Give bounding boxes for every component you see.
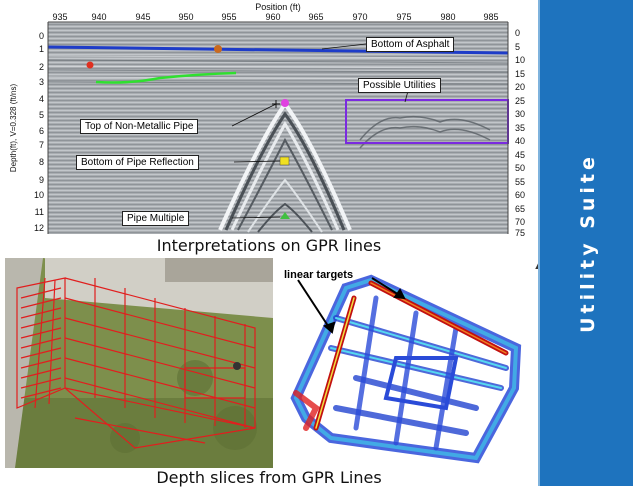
right-tick: 30 bbox=[515, 109, 525, 119]
left-tick: 5 bbox=[39, 110, 44, 120]
right-tick: 15 bbox=[515, 69, 525, 79]
gpr-radargram-panel: 935 940 945 950 955 960 965 970 975 980 … bbox=[0, 0, 538, 238]
survey-lines bbox=[16, 277, 256, 449]
top-tick: 975 bbox=[396, 12, 411, 22]
top-tick: 950 bbox=[178, 12, 193, 22]
top-tick: 940 bbox=[91, 12, 106, 22]
left-tick: 4 bbox=[39, 94, 44, 104]
left-tick: 1 bbox=[39, 44, 44, 54]
left-tick: 2 bbox=[39, 62, 44, 72]
top-tick: 970 bbox=[352, 12, 367, 22]
left-tick: 10 bbox=[34, 190, 44, 200]
right-tick: 25 bbox=[515, 96, 525, 106]
top-tick: 965 bbox=[308, 12, 323, 22]
linear-targets-label: linear targets bbox=[284, 269, 353, 281]
sidebar-title: Utility Suite bbox=[576, 153, 599, 333]
asphalt-line bbox=[47, 45, 509, 55]
right-tick: 5 bbox=[515, 42, 520, 52]
possible-utilities-label: Possible Utilities bbox=[358, 78, 441, 93]
aerial-map bbox=[5, 258, 273, 468]
right-tick: 0 bbox=[515, 28, 520, 38]
top-of-pipe-label: Top of Non-Metallic Pipe bbox=[80, 119, 199, 134]
slices-caption: Depth slices from GPR Lines bbox=[156, 468, 382, 487]
aerial-map-panel bbox=[5, 258, 273, 468]
top-tick: 985 bbox=[483, 12, 498, 22]
top-tick: 955 bbox=[221, 12, 236, 22]
gpr-radargram: 935 940 945 950 955 960 965 970 975 980 … bbox=[9, 2, 525, 238]
top-tick: 960 bbox=[265, 12, 280, 22]
road bbox=[5, 258, 43, 468]
right-tick: 20 bbox=[515, 82, 525, 92]
magenta-marker bbox=[281, 99, 289, 107]
bottom-of-pipe-label: Bottom of Pipe Reflection bbox=[76, 155, 199, 170]
left-tick: 11 bbox=[35, 207, 44, 217]
top-tick: 945 bbox=[135, 12, 150, 22]
top-tick: 980 bbox=[440, 12, 455, 22]
left-tick: 0 bbox=[39, 31, 44, 41]
left-tick: 12 bbox=[34, 223, 44, 233]
bottom-of-asphalt-label: Bottom of Asphalt bbox=[366, 37, 455, 52]
pipe-multiple-label: Pipe Multiple bbox=[122, 211, 190, 226]
left-tick: 6 bbox=[39, 126, 44, 136]
left-tick: 8 bbox=[39, 157, 44, 167]
right-tick: 60 bbox=[515, 190, 525, 200]
right-tick: 35 bbox=[515, 123, 525, 133]
red-marker bbox=[86, 61, 94, 69]
green-marker bbox=[280, 212, 290, 219]
slice-tracks bbox=[290, 274, 522, 464]
green-reflector bbox=[95, 71, 237, 84]
left-tick: 9 bbox=[39, 175, 44, 185]
left-tick: 3 bbox=[39, 77, 44, 87]
right-tick: 55 bbox=[515, 177, 525, 187]
right-tick: 50 bbox=[515, 163, 525, 173]
sidebar: Utility Suite bbox=[538, 0, 633, 486]
orange-marker bbox=[214, 45, 222, 53]
left-tick: 7 bbox=[39, 140, 44, 150]
right-tick: 10 bbox=[515, 55, 525, 65]
right-tick: 75 bbox=[515, 228, 525, 236]
yellow-marker bbox=[279, 156, 290, 166]
top-tick: 935 bbox=[52, 12, 67, 22]
tree bbox=[233, 362, 241, 370]
right-tick: 70 bbox=[515, 217, 525, 227]
depth-slice-panel: linear targets bbox=[276, 258, 534, 468]
depth-slice-map: linear targets bbox=[276, 258, 534, 468]
position-axis-label: Position (ft) bbox=[255, 2, 301, 12]
depth-axis-label: Depth(ft), V=0.328 (ft/ns) bbox=[9, 84, 18, 173]
right-tick: 45 bbox=[515, 150, 525, 160]
right-tick: 65 bbox=[515, 204, 525, 214]
right-tick: 40 bbox=[515, 136, 525, 146]
gpr-caption: Interpretations on GPR lines bbox=[156, 236, 382, 255]
